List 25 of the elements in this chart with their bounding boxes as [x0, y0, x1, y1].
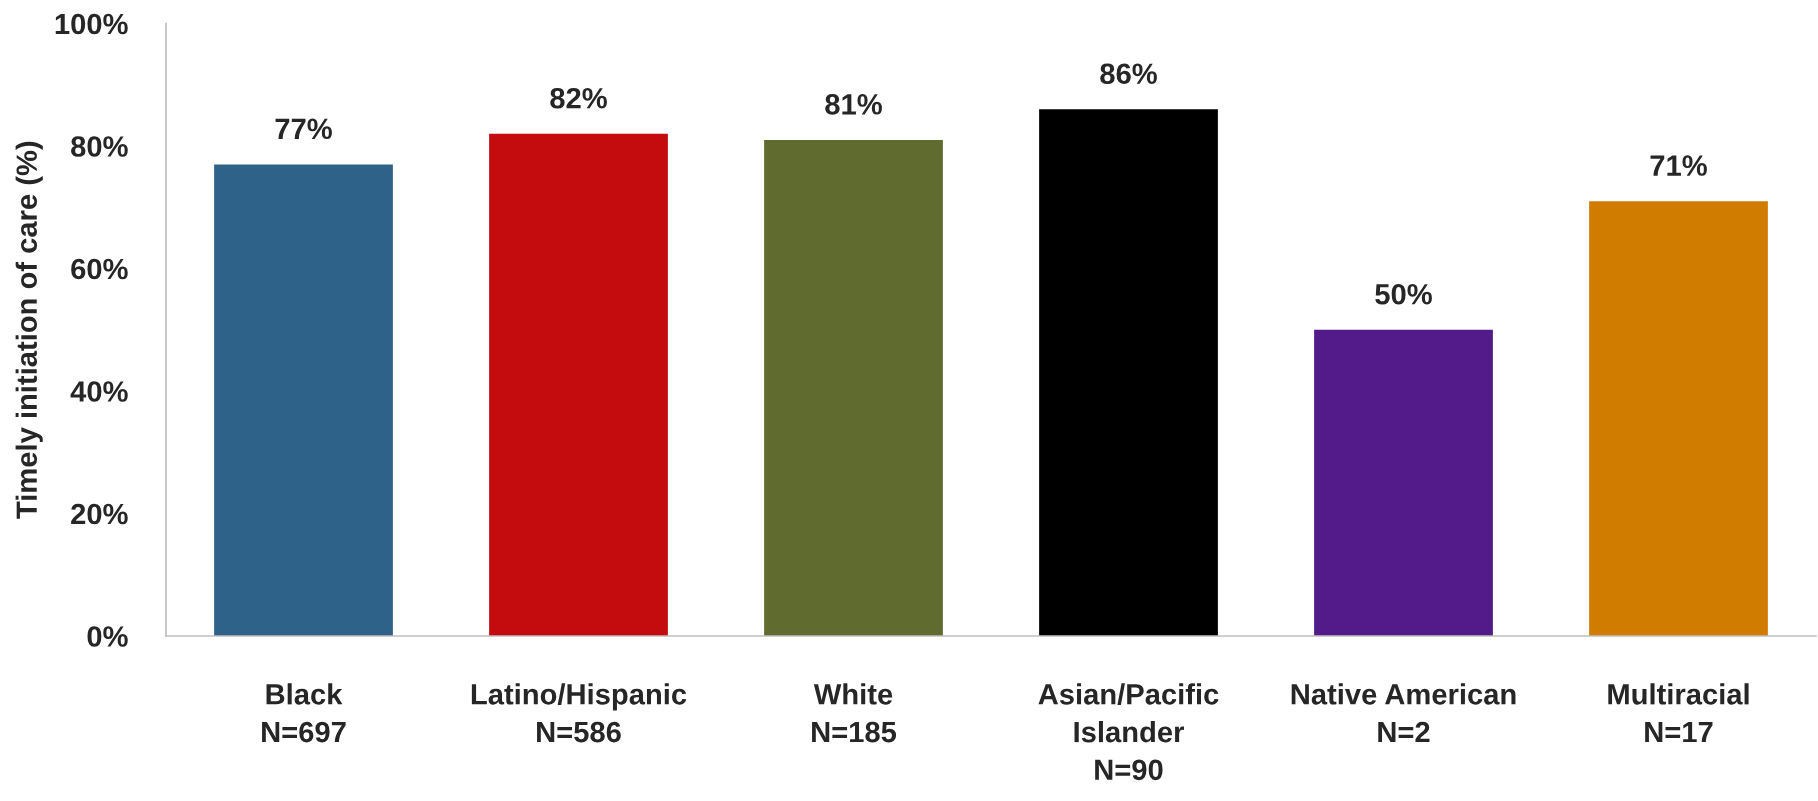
x-tick-label: White N=185 [812, 683, 897, 743]
bar [489, 133, 668, 636]
x-tick-label: Native American N=2 [1291, 683, 1516, 743]
bar [764, 139, 943, 636]
x-tick-label: Multiracial N=17 [1608, 683, 1749, 743]
bar [1589, 201, 1768, 636]
data-label: 82% [550, 87, 607, 109]
y-tick-label: 40% [70, 381, 128, 402]
y-tick-label: 100% [55, 13, 128, 35]
data-label: 77% [275, 118, 332, 140]
x-tick-label: Black N=697 [262, 683, 346, 743]
bar [214, 164, 393, 636]
y-tick-label: 80% [71, 136, 128, 157]
bar [1314, 329, 1493, 636]
data-label: 81% [825, 94, 882, 115]
y-axis-title: Timely initiation of care (%) [15, 141, 43, 519]
x-tick-label: Asian/Pacific Islander N=90 [1038, 683, 1219, 781]
data-label: 50% [1375, 283, 1432, 305]
x-tick-label: Latino/Hispanic N=586 [471, 683, 687, 743]
y-tick-label: 0% [87, 626, 128, 647]
data-label: 71% [1650, 155, 1707, 176]
y-tick-label: 60% [71, 258, 128, 280]
data-label: 86% [1100, 63, 1157, 85]
y-tick-label: 20% [71, 503, 128, 525]
bar [1039, 109, 1218, 636]
